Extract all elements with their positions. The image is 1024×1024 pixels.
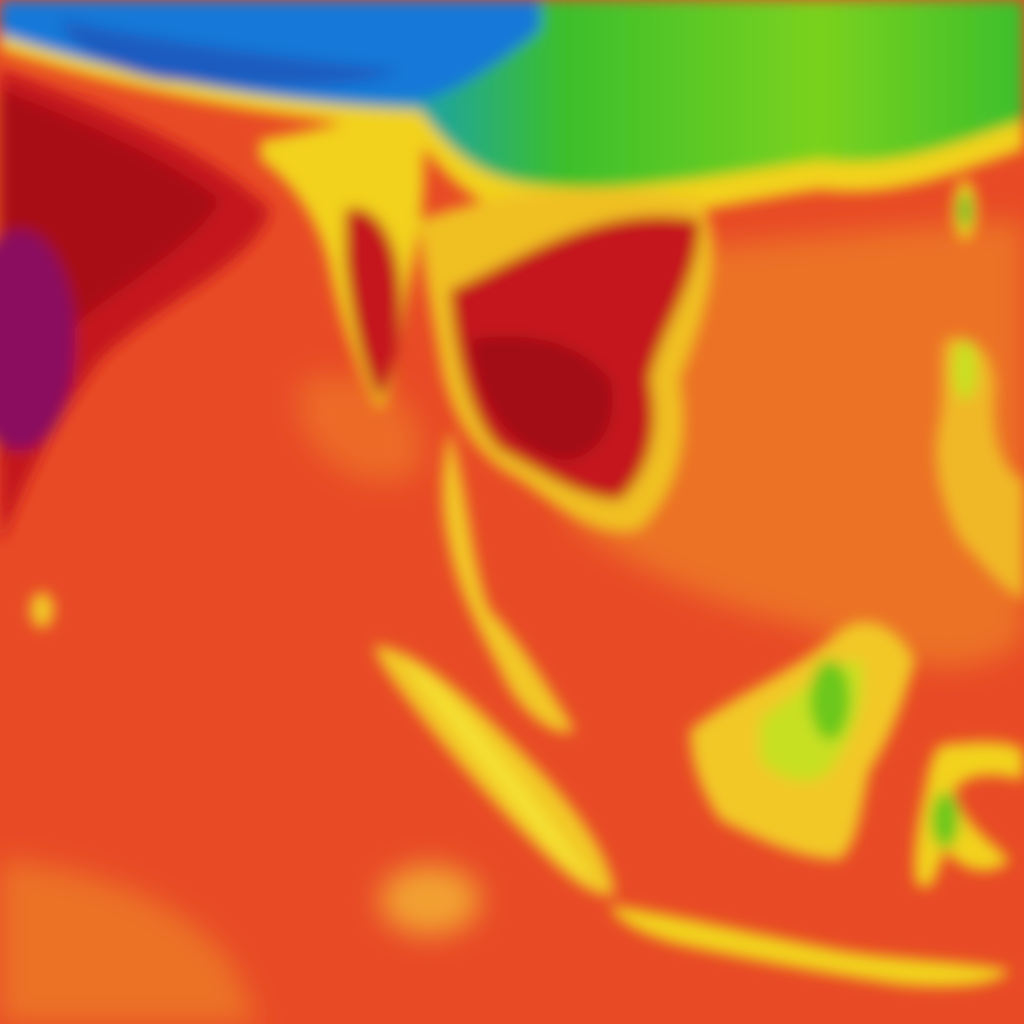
land-masses	[0, 0, 1024, 987]
sumatra-ridge	[400, 655, 595, 885]
sri-lanka	[30, 592, 54, 628]
ocean-zone	[0, 860, 260, 1024]
myanmar-core	[345, 208, 402, 400]
plateau	[0, 0, 540, 101]
malay-peninsula	[442, 430, 575, 733]
ocean-zone	[300, 376, 422, 482]
india-core	[0, 90, 220, 470]
plateau	[60, 20, 400, 87]
taiwan-peak	[959, 192, 971, 228]
ocean-zone	[380, 865, 480, 935]
borneo-peak	[810, 660, 850, 740]
india-hotspot	[0, 230, 75, 450]
sulawesi	[914, 741, 1024, 889]
sulawesi-peak	[931, 792, 959, 848]
philippines	[936, 337, 1024, 600]
indochina-hotspot	[470, 336, 613, 460]
luzon-highland	[953, 340, 977, 400]
java	[610, 905, 1010, 987]
